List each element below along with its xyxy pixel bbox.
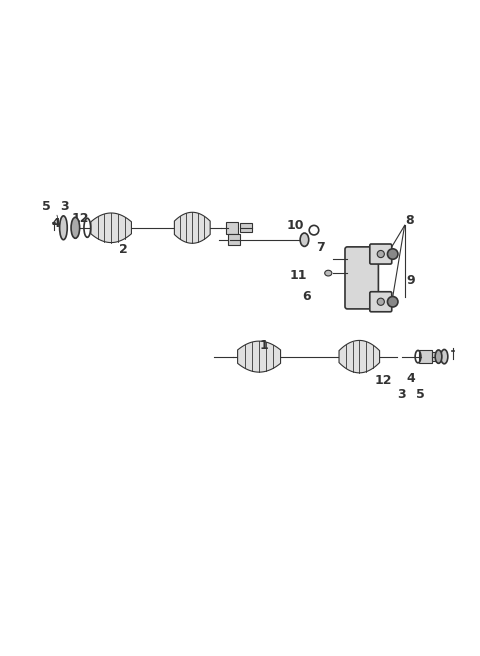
FancyBboxPatch shape (226, 222, 238, 234)
Text: 12: 12 (374, 374, 392, 387)
Ellipse shape (387, 249, 398, 259)
Ellipse shape (387, 297, 398, 307)
Ellipse shape (377, 298, 384, 305)
Text: 5: 5 (416, 388, 425, 401)
Ellipse shape (60, 216, 67, 239)
Polygon shape (91, 213, 132, 243)
Ellipse shape (435, 350, 442, 363)
Text: 2: 2 (119, 243, 128, 256)
FancyBboxPatch shape (240, 224, 252, 232)
Text: 8: 8 (405, 214, 414, 227)
FancyBboxPatch shape (228, 234, 240, 245)
FancyBboxPatch shape (432, 352, 444, 361)
Text: 9: 9 (407, 274, 415, 287)
FancyBboxPatch shape (345, 247, 378, 309)
Text: 4: 4 (407, 371, 415, 384)
Text: 12: 12 (72, 212, 89, 225)
Text: 3: 3 (60, 200, 69, 213)
Ellipse shape (300, 233, 309, 247)
Ellipse shape (441, 350, 448, 364)
Polygon shape (339, 340, 380, 373)
FancyBboxPatch shape (370, 292, 392, 312)
Text: 6: 6 (302, 291, 311, 304)
Text: 3: 3 (397, 388, 406, 401)
Text: 1: 1 (260, 339, 268, 352)
FancyBboxPatch shape (370, 244, 392, 264)
Text: 10: 10 (287, 219, 304, 232)
Ellipse shape (71, 217, 80, 238)
Ellipse shape (324, 270, 332, 276)
Polygon shape (238, 341, 281, 372)
Text: 5: 5 (42, 200, 51, 213)
Polygon shape (174, 213, 210, 243)
Text: 11: 11 (290, 269, 308, 282)
FancyBboxPatch shape (419, 350, 432, 363)
Text: 4: 4 (52, 216, 60, 230)
Ellipse shape (377, 251, 384, 258)
Text: 7: 7 (316, 241, 324, 255)
